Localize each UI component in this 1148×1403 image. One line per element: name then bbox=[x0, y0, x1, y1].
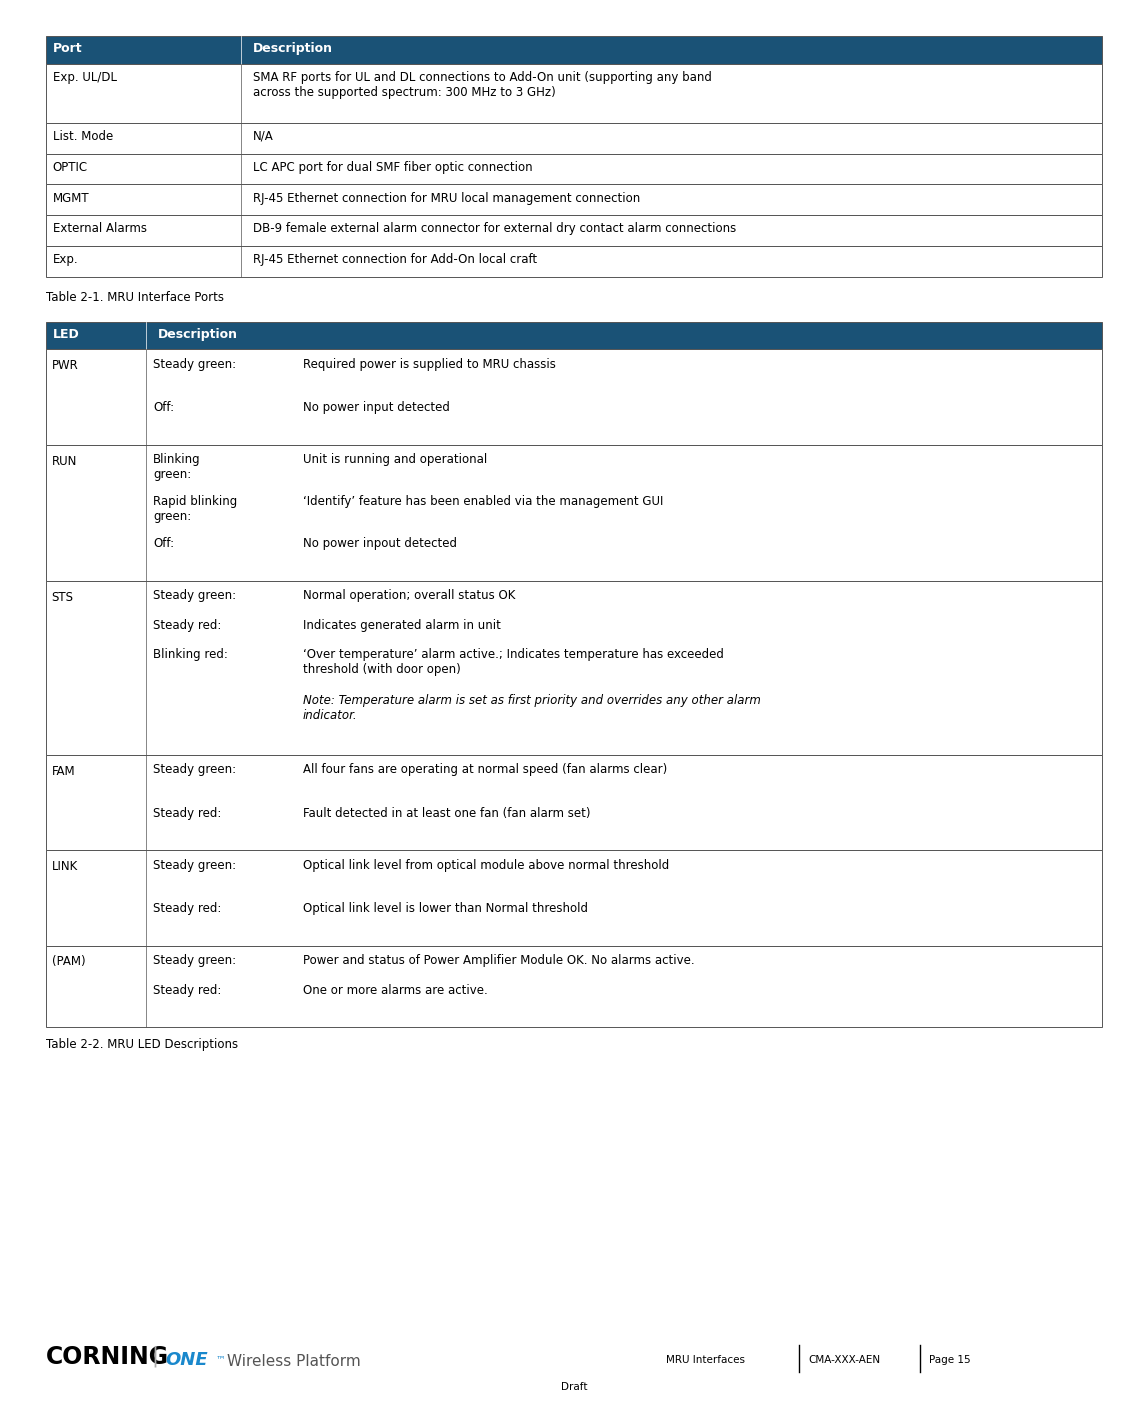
Text: All four fans are operating at normal speed (fan alarms clear): All four fans are operating at normal sp… bbox=[303, 763, 667, 776]
Text: Normal operation; overall status OK: Normal operation; overall status OK bbox=[303, 589, 515, 602]
Text: Note: Temperature alarm is set as first priority and overrides any other alarm
i: Note: Temperature alarm is set as first … bbox=[303, 694, 760, 723]
Bar bbox=[46, 123, 1102, 153]
Bar bbox=[46, 445, 1102, 581]
Text: Draft: Draft bbox=[560, 1382, 588, 1392]
Text: Steady green:: Steady green: bbox=[153, 859, 236, 871]
Text: One or more alarms are active.: One or more alarms are active. bbox=[303, 984, 488, 996]
Text: N/A: N/A bbox=[253, 130, 273, 143]
Text: Steady red:: Steady red: bbox=[153, 807, 222, 819]
Text: Page 15: Page 15 bbox=[929, 1355, 970, 1365]
Text: Rapid blinking
green:: Rapid blinking green: bbox=[153, 495, 238, 523]
Text: ‘Identify’ feature has been enabled via the management GUI: ‘Identify’ feature has been enabled via … bbox=[303, 495, 664, 508]
Text: Power and status of Power Amplifier Module OK. No alarms active.: Power and status of Power Amplifier Modu… bbox=[303, 954, 695, 967]
Text: No power input detected: No power input detected bbox=[303, 401, 450, 414]
Text: RJ-45 Ethernet connection for MRU local management connection: RJ-45 Ethernet connection for MRU local … bbox=[253, 192, 641, 205]
Text: Steady red:: Steady red: bbox=[153, 619, 222, 631]
Text: Unit is running and operational: Unit is running and operational bbox=[303, 453, 487, 466]
Bar bbox=[46, 247, 1102, 278]
Text: RJ-45 Ethernet connection for Add-On local craft: RJ-45 Ethernet connection for Add-On loc… bbox=[253, 253, 537, 267]
Text: Required power is supplied to MRU chassis: Required power is supplied to MRU chassi… bbox=[303, 358, 556, 370]
Text: Steady green:: Steady green: bbox=[153, 954, 236, 967]
Text: CORNING: CORNING bbox=[46, 1345, 169, 1369]
Text: SMA RF ports for UL and DL connections to Add-On unit (supporting any band
acros: SMA RF ports for UL and DL connections t… bbox=[253, 70, 712, 98]
Text: Steady red:: Steady red: bbox=[153, 984, 222, 996]
Text: Blinking
green:: Blinking green: bbox=[153, 453, 201, 481]
Text: Steady green:: Steady green: bbox=[153, 358, 236, 370]
Text: Exp.: Exp. bbox=[53, 253, 78, 267]
Bar bbox=[46, 755, 1102, 850]
Text: Description: Description bbox=[157, 328, 238, 341]
Text: Off:: Off: bbox=[153, 401, 174, 414]
Bar bbox=[46, 184, 1102, 215]
Text: Optical link level is lower than Normal threshold: Optical link level is lower than Normal … bbox=[303, 902, 588, 915]
Text: Blinking red:: Blinking red: bbox=[153, 648, 228, 661]
Text: Indicates generated alarm in unit: Indicates generated alarm in unit bbox=[303, 619, 501, 631]
Text: Steady green:: Steady green: bbox=[153, 763, 236, 776]
Bar bbox=[46, 63, 1102, 123]
Bar bbox=[46, 323, 1102, 349]
Text: LC APC port for dual SMF fiber optic connection: LC APC port for dual SMF fiber optic con… bbox=[253, 161, 533, 174]
Text: Optical link level from optical module above normal threshold: Optical link level from optical module a… bbox=[303, 859, 669, 871]
Text: ONE: ONE bbox=[165, 1351, 208, 1369]
Text: Off:: Off: bbox=[153, 537, 174, 550]
Text: MRU Interfaces: MRU Interfaces bbox=[666, 1355, 745, 1365]
Text: CMA-XXX-AEN: CMA-XXX-AEN bbox=[808, 1355, 881, 1365]
Text: MGMT: MGMT bbox=[53, 192, 90, 205]
Text: LINK: LINK bbox=[52, 860, 78, 873]
Text: |: | bbox=[152, 1345, 158, 1367]
Text: Table 2-1. MRU Interface Ports: Table 2-1. MRU Interface Ports bbox=[46, 292, 224, 304]
Text: Port: Port bbox=[53, 42, 83, 55]
Text: OPTIC: OPTIC bbox=[53, 161, 88, 174]
Text: Description: Description bbox=[253, 42, 333, 55]
Bar bbox=[46, 36, 1102, 63]
Bar bbox=[46, 153, 1102, 184]
Text: Steady red:: Steady red: bbox=[153, 902, 222, 915]
Text: LED: LED bbox=[53, 328, 79, 341]
Text: RUN: RUN bbox=[52, 455, 77, 467]
Text: DB-9 female external alarm connector for external dry contact alarm connections: DB-9 female external alarm connector for… bbox=[253, 222, 736, 236]
Text: Exp. UL/DL: Exp. UL/DL bbox=[53, 70, 117, 84]
Text: Table 2-2. MRU LED Descriptions: Table 2-2. MRU LED Descriptions bbox=[46, 1038, 238, 1051]
Text: External Alarms: External Alarms bbox=[53, 222, 147, 236]
Text: List. Mode: List. Mode bbox=[53, 130, 113, 143]
Text: No power inpout detected: No power inpout detected bbox=[303, 537, 457, 550]
Text: STS: STS bbox=[52, 591, 73, 603]
Bar bbox=[46, 581, 1102, 755]
Bar bbox=[46, 946, 1102, 1027]
Text: PWR: PWR bbox=[52, 359, 78, 372]
Bar bbox=[46, 850, 1102, 946]
Bar bbox=[46, 216, 1102, 247]
Text: ™: ™ bbox=[216, 1354, 225, 1364]
Text: Fault detected in at least one fan (fan alarm set): Fault detected in at least one fan (fan … bbox=[303, 807, 590, 819]
Text: FAM: FAM bbox=[52, 765, 76, 777]
Text: Wireless Platform: Wireless Platform bbox=[227, 1354, 362, 1369]
Text: (PAM): (PAM) bbox=[52, 955, 85, 968]
Bar bbox=[46, 349, 1102, 445]
Text: Steady green:: Steady green: bbox=[153, 589, 236, 602]
Text: ‘Over temperature’ alarm active.; Indicates temperature has exceeded
threshold (: ‘Over temperature’ alarm active.; Indica… bbox=[303, 648, 723, 676]
